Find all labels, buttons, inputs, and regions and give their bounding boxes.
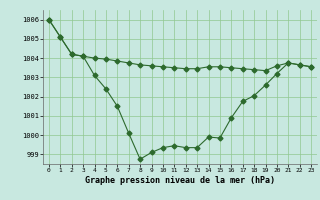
X-axis label: Graphe pression niveau de la mer (hPa): Graphe pression niveau de la mer (hPa) [85, 176, 275, 185]
